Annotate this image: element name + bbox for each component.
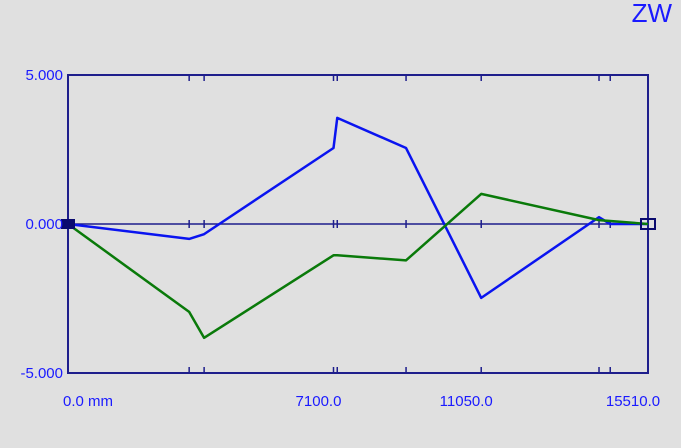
y-tick-label: 0.000: [25, 216, 63, 233]
x-tick-label: 0.0 mm: [63, 393, 113, 410]
start-support-marker: [61, 219, 75, 229]
chart-title: ZW: [632, 0, 673, 28]
series-line-1: [67, 116, 648, 300]
x-tick-label: 15510.0: [606, 393, 660, 410]
x-tick-label: 11050.0: [440, 393, 493, 410]
x-tick-label: 7100.0: [296, 393, 342, 410]
y-tick-label: -5.000: [20, 365, 63, 382]
series-line-2: [67, 192, 649, 340]
end-support-marker: [640, 218, 656, 230]
y-tick-label: 5.000: [25, 67, 63, 84]
